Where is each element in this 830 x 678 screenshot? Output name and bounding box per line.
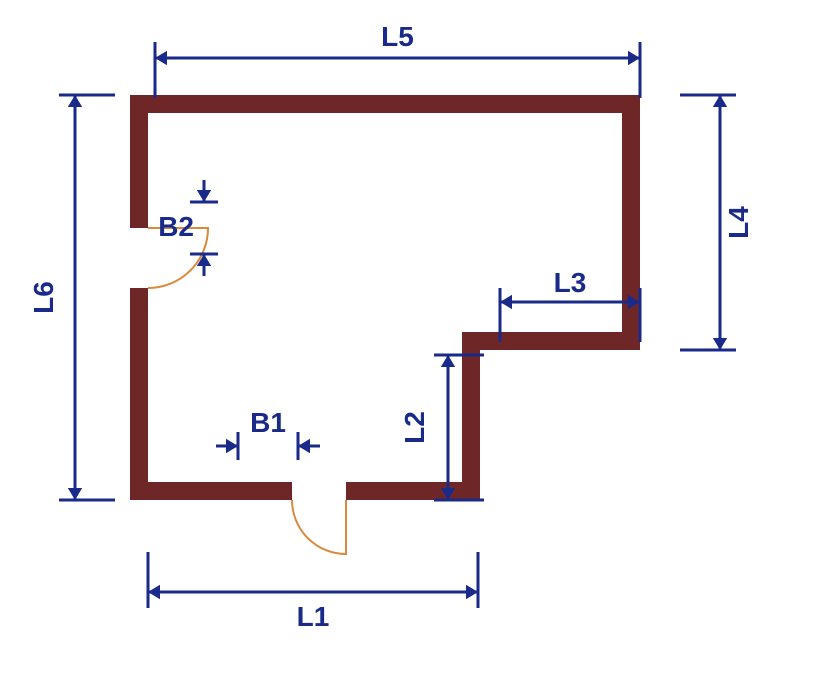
label-B2: B2 bbox=[158, 211, 194, 242]
door-bottom-swing bbox=[292, 500, 346, 554]
label-L4: L4 bbox=[723, 206, 754, 239]
dimension-L6 bbox=[59, 95, 115, 500]
dimension-L1 bbox=[148, 552, 478, 608]
label-L1: L1 bbox=[297, 601, 330, 632]
label-L2: L2 bbox=[399, 411, 430, 444]
label-B1: B1 bbox=[250, 407, 286, 438]
floorplan-diagram: L5 L1 L6 L4 L3 L2 B1 B2 bbox=[0, 0, 830, 678]
label-L3: L3 bbox=[554, 267, 587, 298]
label-L5: L5 bbox=[381, 21, 414, 52]
label-L6: L6 bbox=[28, 281, 59, 314]
